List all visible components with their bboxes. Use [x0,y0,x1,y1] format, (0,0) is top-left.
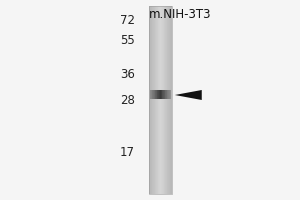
Polygon shape [175,90,202,100]
Bar [155,90,156,99]
Bar [167,90,168,99]
Bar [151,90,152,99]
Bar [168,6,169,194]
Bar [170,6,171,194]
Bar [158,90,159,99]
Bar [160,90,161,99]
Bar [163,90,164,99]
Bar [166,6,167,194]
Bar [155,6,156,194]
Bar [152,90,153,99]
Bar [164,90,165,99]
Bar [149,6,150,194]
Bar [164,6,165,194]
Bar [165,6,166,194]
Text: 55: 55 [120,33,135,46]
Bar [166,90,167,99]
Bar [160,6,161,194]
Text: m.NIH-3T3: m.NIH-3T3 [149,8,211,21]
Bar [162,90,163,99]
Bar [169,90,170,99]
Bar [161,90,162,99]
Bar [167,6,168,194]
Bar [169,6,170,194]
Bar [156,90,157,99]
Bar [163,6,164,194]
Bar [150,6,151,194]
Text: 17: 17 [120,146,135,158]
Bar [168,90,169,99]
Bar [157,6,158,194]
Bar [157,90,158,99]
Bar [153,6,154,194]
Bar [162,6,163,194]
Bar [170,90,171,99]
Text: 72: 72 [120,14,135,26]
Text: 36: 36 [120,68,135,82]
Bar [154,90,155,99]
Bar [158,6,159,194]
Bar [159,90,160,99]
Bar [159,6,160,194]
Bar [150,90,151,99]
Bar [152,6,153,194]
Bar [154,6,155,194]
Bar [160,6,161,194]
Bar [154,6,155,194]
Bar [161,6,162,194]
Bar [167,6,168,194]
Bar [171,6,172,194]
Text: 28: 28 [120,95,135,108]
Bar [156,6,157,194]
Bar [153,90,154,99]
Bar [169,6,171,194]
Bar [151,6,152,194]
Bar [165,90,166,99]
Bar [149,6,172,194]
